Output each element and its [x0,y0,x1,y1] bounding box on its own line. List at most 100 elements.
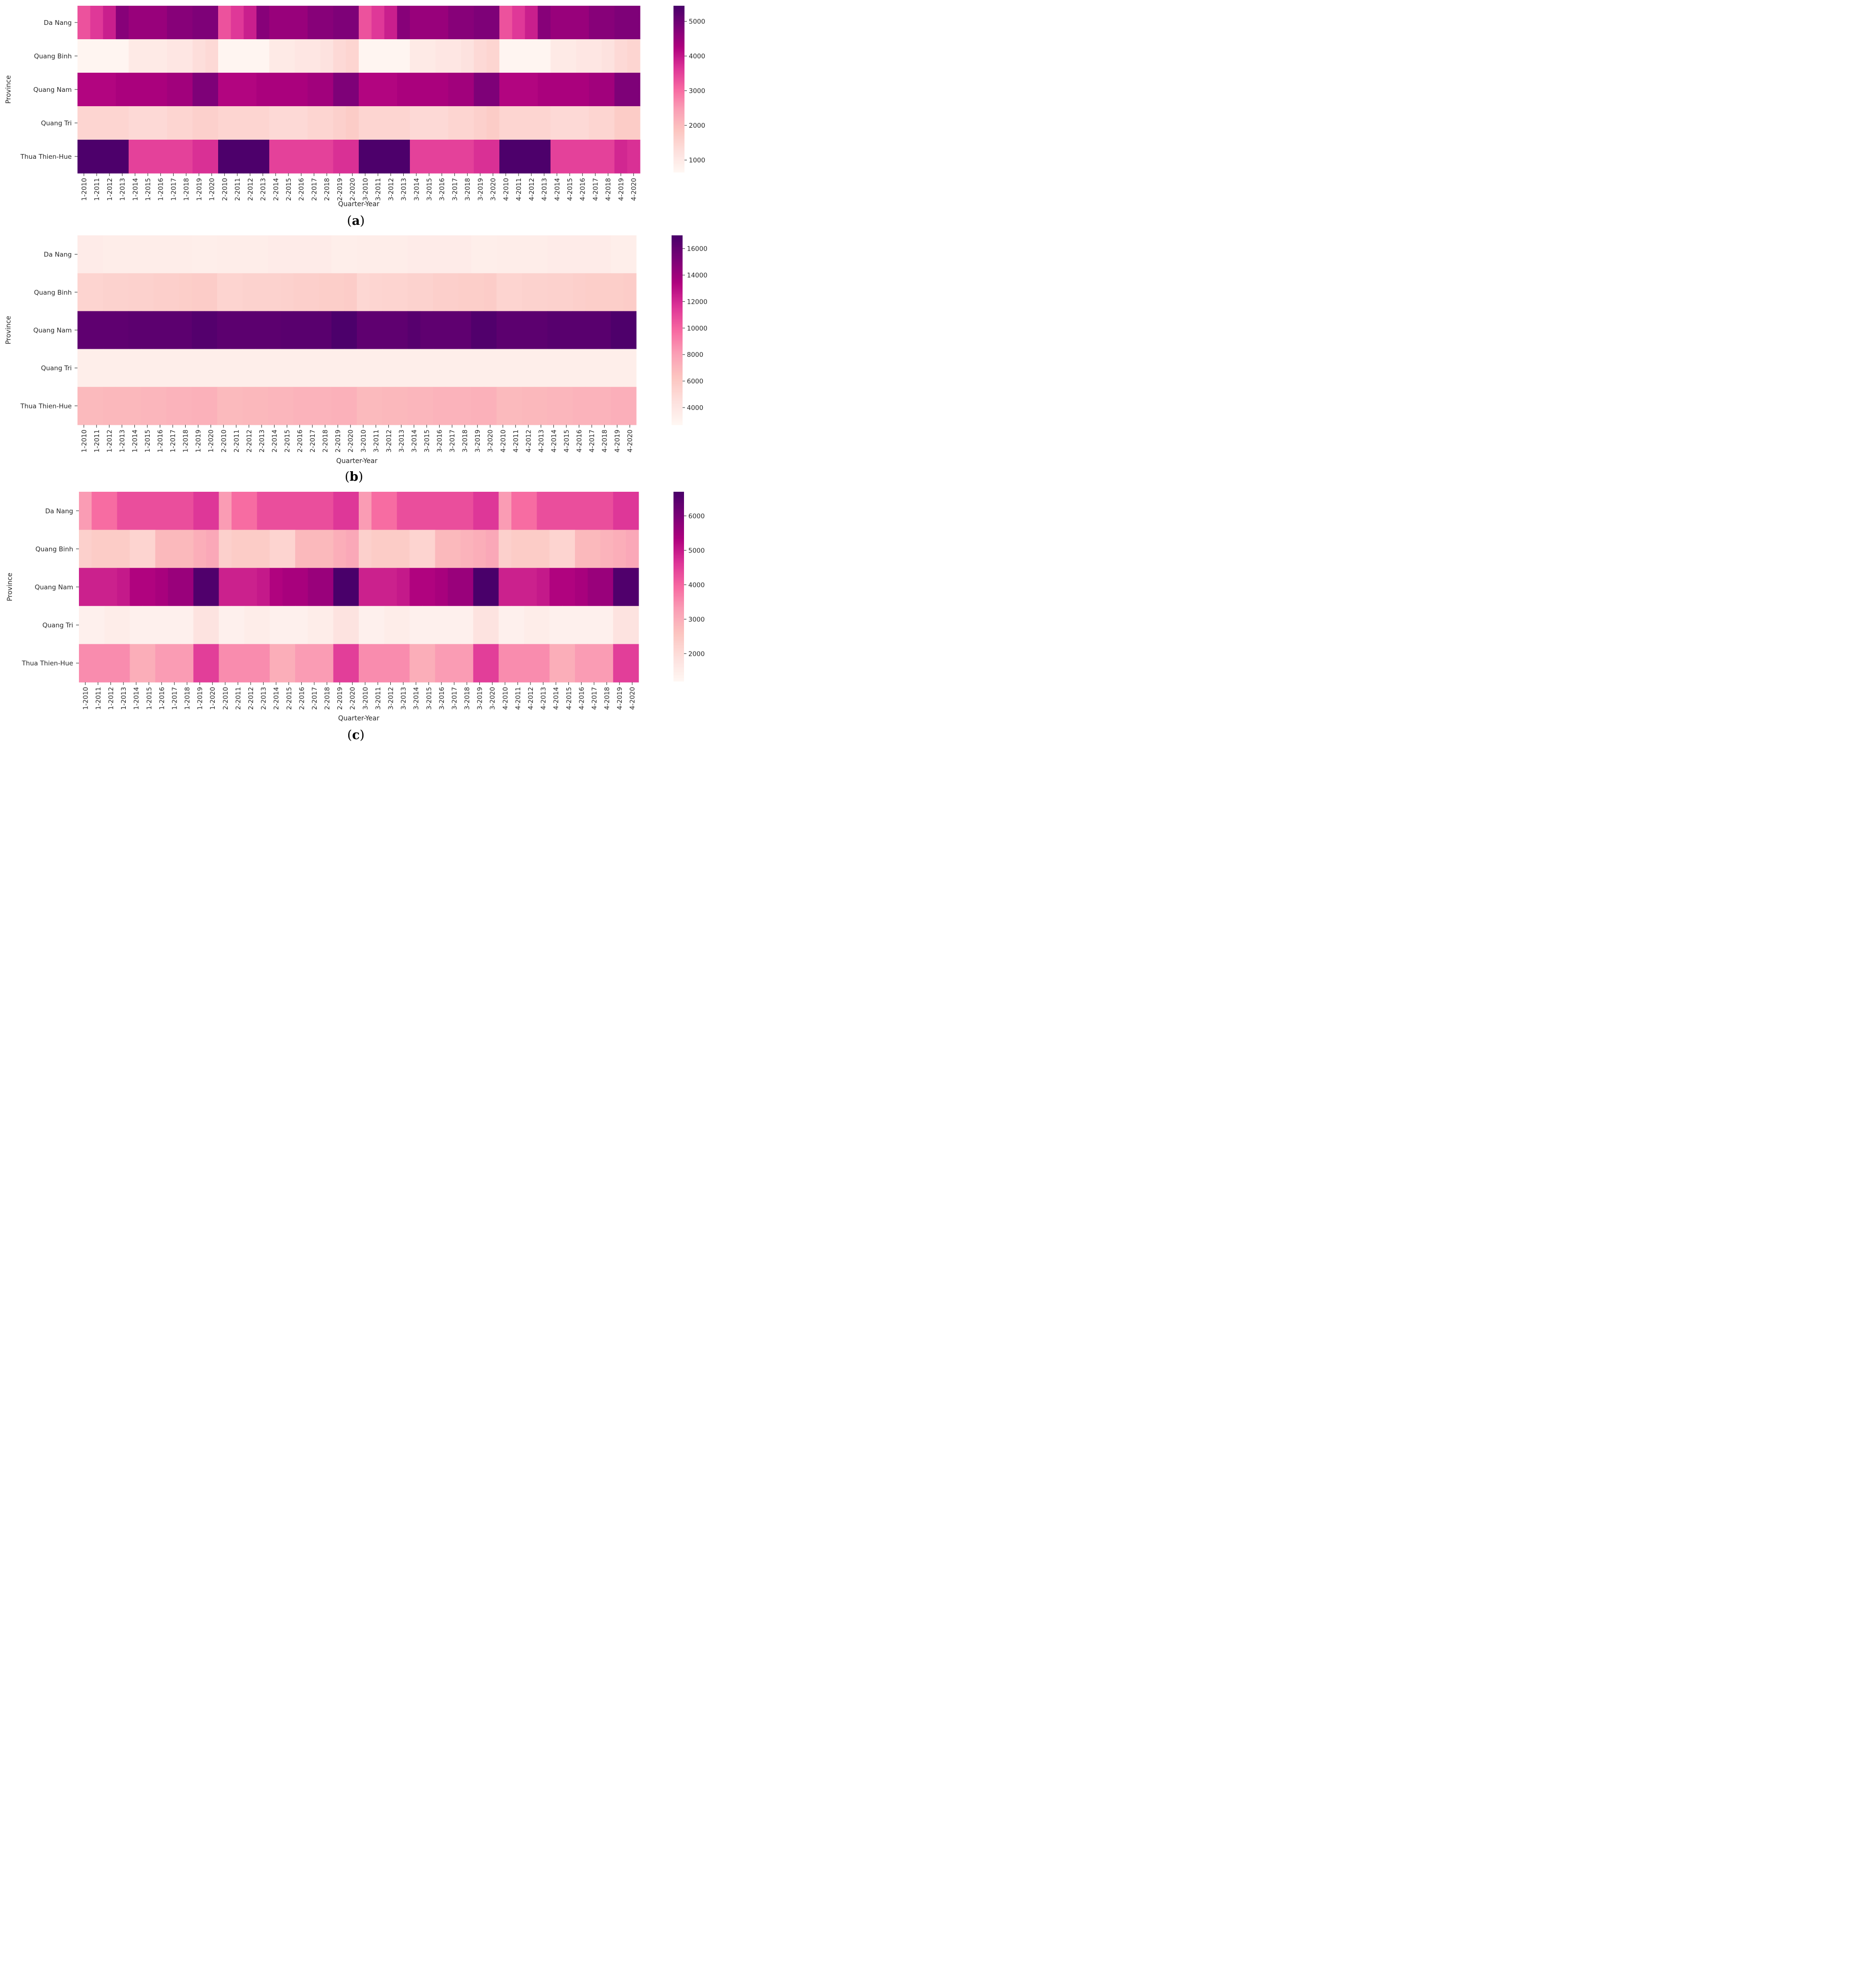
heatmap-cell [77,387,91,425]
heatmap-cell [522,387,535,425]
heatmap-cell [320,492,334,530]
y-tick-label: Quang Tri [41,120,72,127]
heatmap-cell [613,606,627,644]
x-tick-label: 1-2014 [133,687,141,710]
heatmap-cell [623,273,637,311]
heatmap-cell [575,530,588,568]
heatmap-cell [575,644,588,683]
colorbar-strip [673,577,684,579]
colorbar-strip [673,626,684,628]
heatmap-cell [128,73,142,107]
heatmap-cell [130,568,143,607]
colorbar-strip [673,122,684,124]
colorbar-strip [673,20,684,22]
colorbar-tick-label: 2000 [689,122,705,130]
heatmap-cell [623,387,637,425]
colorbar-strip [673,580,684,582]
heatmap-cell [598,273,611,311]
colorbar-strip [673,517,684,519]
x-tick-label: 4-2017 [588,430,596,453]
heatmap-cell [433,387,446,425]
x-tick-label: 2-2013 [258,430,266,453]
colorbar-strip [672,393,683,395]
heatmap-cell [357,235,370,274]
x-tick-label: 2-2014 [273,687,280,710]
colorbar-strip [673,611,684,614]
colorbar-strip [672,418,683,420]
heatmap-cell [371,39,385,73]
heatmap-cell [154,273,167,311]
colorbar-strip [673,105,684,108]
x-tick-label: 4-2012 [528,178,536,201]
colorbar-strip [672,260,683,263]
heatmap-cell [116,140,129,174]
heatmap-cell [243,273,256,311]
colorbar-strip [672,409,683,411]
colorbar-strip [673,564,684,566]
colorbar-strip [672,385,683,387]
heatmap-cell [168,568,181,607]
heatmap-cell [359,106,372,140]
heatmap-cell [498,530,512,568]
y-tick-label: Quang Binh [34,289,72,297]
heatmap-cell [344,273,357,311]
heatmap-cell [626,644,639,683]
colorbar-strip [673,496,684,498]
x-tick-label: 3-2014 [413,178,420,201]
colorbar-strip [673,588,684,590]
heatmap-cell [257,568,270,607]
colorbar-strip [673,583,684,586]
heatmap-cell [384,73,397,107]
heatmap-cell [91,492,105,530]
heatmap-cell [103,73,116,107]
heatmap-cell [537,644,550,683]
heatmap-cell [193,644,207,683]
colorbar-strip [673,86,684,88]
colorbar-strip [673,503,684,505]
heatmap-cell [486,140,500,174]
panel-label: (a) [347,214,364,228]
heatmap-cell [128,39,142,73]
x-tick-label: 2-2011 [233,430,241,453]
heatmap-cell [369,387,383,425]
colorbar-strip [672,257,683,259]
heatmap-cell [206,530,220,568]
colorbar-strip [673,615,684,617]
colorbar-strip [672,286,683,288]
colorbar-strip [672,244,683,247]
colorbar-strip [672,334,683,337]
x-tick-label: 2-2012 [247,178,254,201]
heatmap-cell [90,106,104,140]
colorbar-strip [673,171,684,173]
colorbar-tick-label: 1000 [689,157,705,165]
heatmap-cell [90,140,104,174]
heatmap-cell [359,492,372,530]
colorbar-strip [673,94,684,96]
heatmap-cell [128,106,142,140]
heatmap-cell [371,530,385,568]
heatmap-cell [219,606,232,644]
colorbar-strip [673,96,684,98]
colorbar-strip [673,506,684,508]
colorbar-tick-label: 14000 [687,272,707,279]
heatmap-cell [308,73,321,107]
colorbar-strip [672,407,683,409]
colorbar-strip [673,48,684,51]
heatmap-cell [471,235,485,274]
heatmap-cell [598,387,611,425]
heatmap-cell [333,106,346,140]
colorbar-strip [672,410,683,413]
colorbar: 1000 2000 3000 4000 5000 [673,6,705,173]
colorbar-strip [672,242,683,243]
y-tick-label: Quang Binh [35,545,73,553]
colorbar-strip [672,399,683,401]
heatmap-cell [534,235,548,274]
heatmap-cell [512,106,526,140]
heatmap-cell [509,273,522,311]
colorbar-strip [672,281,683,283]
heatmap-cell [295,106,308,140]
heatmap-cell [534,349,548,387]
x-tick-label: 4-2017 [592,178,599,201]
colorbar-strip [673,117,684,119]
heatmap-cell [257,492,270,530]
